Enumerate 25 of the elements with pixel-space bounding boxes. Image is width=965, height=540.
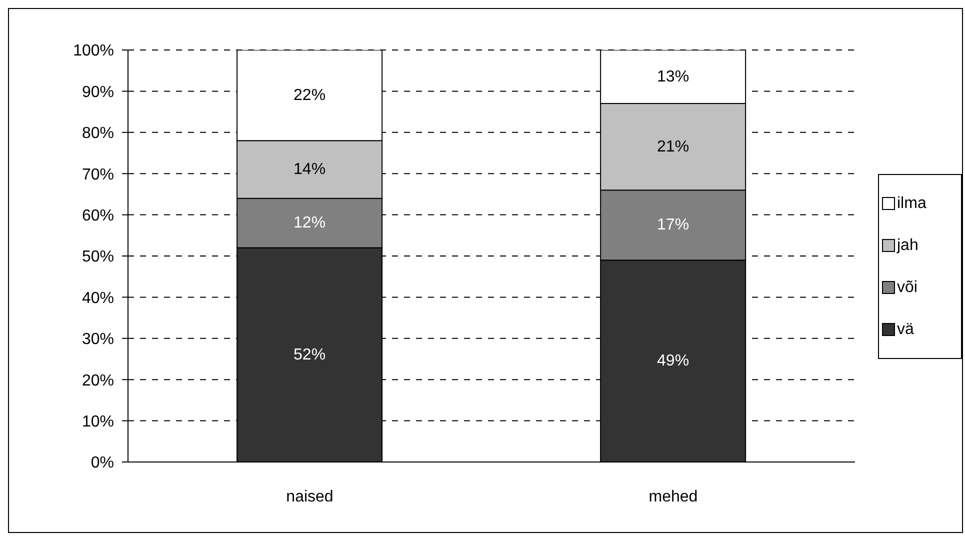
y-tick-label: 50% (82, 248, 114, 266)
data-label: 21% (657, 138, 690, 156)
y-tick-label: 60% (82, 207, 114, 224)
legend-label: jah (897, 236, 918, 254)
data-label: 12% (294, 214, 326, 232)
y-tick-label: 70% (82, 166, 114, 184)
data-label: 49% (657, 352, 690, 370)
y-tick-label: 80% (82, 125, 114, 142)
legend-label: või (897, 278, 918, 296)
x-tick-label: mehed (648, 488, 698, 506)
data-label: 22% (294, 86, 326, 104)
y-tick-label: 100% (73, 42, 114, 60)
x-tick-label: naised (286, 488, 334, 506)
legend-label: ilma (897, 194, 926, 212)
y-tick-label: 30% (82, 331, 114, 348)
legend-label: vä (897, 320, 914, 338)
y-tick-label: 0% (90, 454, 114, 472)
y-tick-label: 40% (82, 290, 114, 307)
y-tick-label: 90% (82, 84, 114, 101)
data-label: 14% (294, 160, 326, 178)
data-label: 17% (657, 216, 690, 234)
data-label: 13% (657, 68, 690, 86)
y-tick-label: 10% (82, 413, 114, 430)
data-label: 52% (294, 346, 326, 364)
y-tick-label: 20% (82, 372, 114, 390)
